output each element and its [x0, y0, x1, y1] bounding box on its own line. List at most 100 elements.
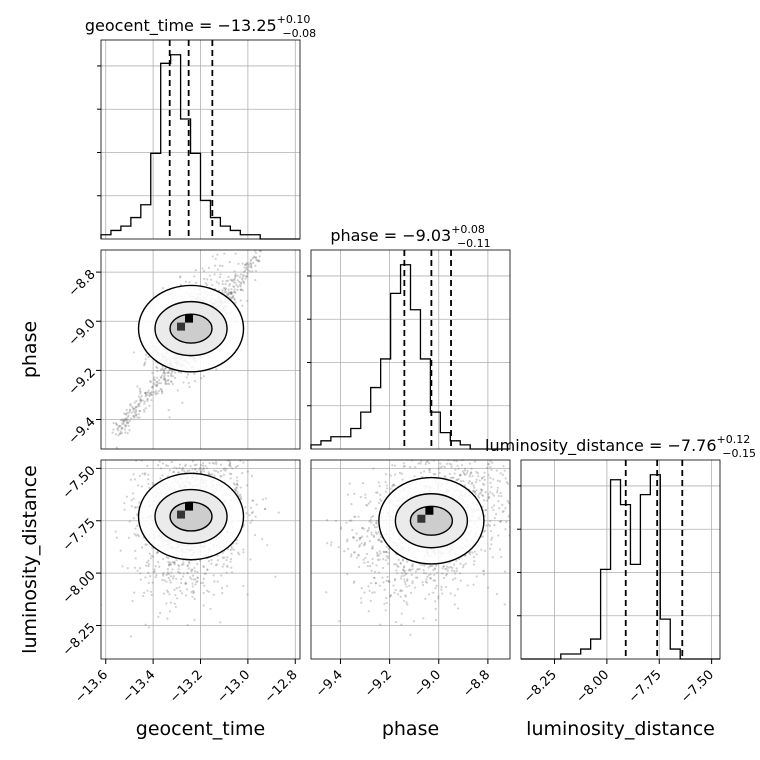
scatter-point [377, 531, 380, 534]
scatter-point [141, 546, 144, 549]
scatter-point [152, 378, 155, 381]
scatter-point [378, 422, 380, 424]
scatter-point [258, 260, 261, 263]
scatter-point [384, 559, 388, 562]
scatter-point [163, 452, 165, 454]
scatter-point [496, 486, 499, 489]
scatter-point [165, 555, 168, 559]
scatter-point [157, 389, 160, 393]
scatter-point [161, 474, 164, 477]
scatter-point [145, 561, 148, 564]
scatter-point [443, 476, 446, 479]
scatter-point [129, 478, 132, 481]
scatter-point [404, 595, 407, 598]
scatter-point [378, 558, 381, 561]
scatter-point [177, 471, 180, 474]
scatter-point [389, 595, 392, 598]
scatter-point [402, 566, 406, 569]
scatter-point [138, 409, 141, 412]
scatter-point [171, 370, 174, 373]
scatter-point [468, 479, 471, 483]
scatter-point [484, 508, 488, 512]
scatter-point [420, 443, 422, 445]
scatter-point [241, 471, 244, 475]
scatter-point [473, 486, 476, 489]
scatter-point [232, 290, 236, 293]
scatter-point [353, 551, 356, 554]
scatter-point [127, 421, 130, 424]
x-tick-label: −13.4 [120, 667, 159, 706]
scatter-point [462, 427, 464, 429]
scatter-point [499, 519, 502, 523]
scatter-point [130, 411, 133, 414]
scatter-point [439, 466, 442, 469]
scatter-point [357, 553, 360, 557]
scatter-point [411, 565, 414, 568]
panel-frame [520, 459, 721, 660]
scatter-point [254, 251, 258, 255]
scatter-point [372, 576, 376, 579]
scatter-point [230, 291, 234, 295]
scatter-point [143, 402, 146, 405]
panel-frame [100, 39, 301, 240]
scatter-point [475, 575, 478, 578]
scatter-point [235, 476, 239, 479]
scatter-point [387, 580, 390, 583]
scatter-point [232, 407, 234, 409]
scatter-point [359, 536, 362, 539]
scatter-point [481, 482, 485, 485]
scatter-point [182, 430, 184, 432]
scatter-point [162, 557, 165, 561]
scatter-point [384, 490, 388, 493]
scatter-point [427, 469, 431, 472]
scatter-point [415, 451, 417, 453]
scatter-point [225, 456, 227, 458]
scatter-point [432, 569, 435, 572]
panel-frame [310, 459, 511, 660]
scatter-point [226, 564, 229, 567]
scatter-point [401, 559, 405, 562]
scatter-point [121, 422, 124, 425]
scatter-point [452, 578, 455, 581]
scatter-point [119, 549, 122, 552]
scatter-point [194, 269, 197, 272]
scatter-point [451, 566, 454, 569]
scatter-point [212, 593, 215, 596]
scatter-point [375, 491, 378, 494]
scatter-point [210, 558, 213, 562]
scatter-point [330, 541, 333, 544]
scatter-point [128, 419, 131, 422]
scatter-point [158, 460, 161, 463]
scatter-point [416, 445, 418, 447]
scatter-point [464, 473, 467, 476]
scatter-point [378, 584, 381, 587]
scatter-point [232, 548, 236, 551]
scatter-point [231, 457, 233, 459]
scatter-point [172, 575, 175, 578]
scatter-point [129, 635, 132, 638]
scatter-point [414, 586, 417, 589]
scatter-point [125, 495, 128, 498]
scatter-point [504, 507, 507, 510]
x-tick-label: −9.4 [313, 667, 346, 700]
scatter-point [435, 564, 438, 567]
scatter-point [432, 457, 434, 459]
scatter-point [387, 555, 390, 558]
scatter-point [229, 291, 232, 294]
scatter-point [370, 533, 373, 536]
scatter-point [244, 263, 247, 266]
scatter-point [448, 462, 451, 465]
scatter-point [492, 504, 496, 507]
scatter-point [180, 592, 184, 595]
scatter-point [242, 551, 245, 554]
scatter-point [201, 453, 203, 455]
scatter-point [496, 479, 499, 482]
scatter-point [164, 377, 167, 381]
scatter-point [250, 262, 253, 265]
scatter-point [204, 457, 206, 459]
scatter-point [221, 551, 224, 554]
scatter-point [425, 581, 429, 584]
scatter-point [468, 475, 471, 478]
scatter-point [362, 558, 365, 561]
scatter-point [454, 572, 457, 575]
